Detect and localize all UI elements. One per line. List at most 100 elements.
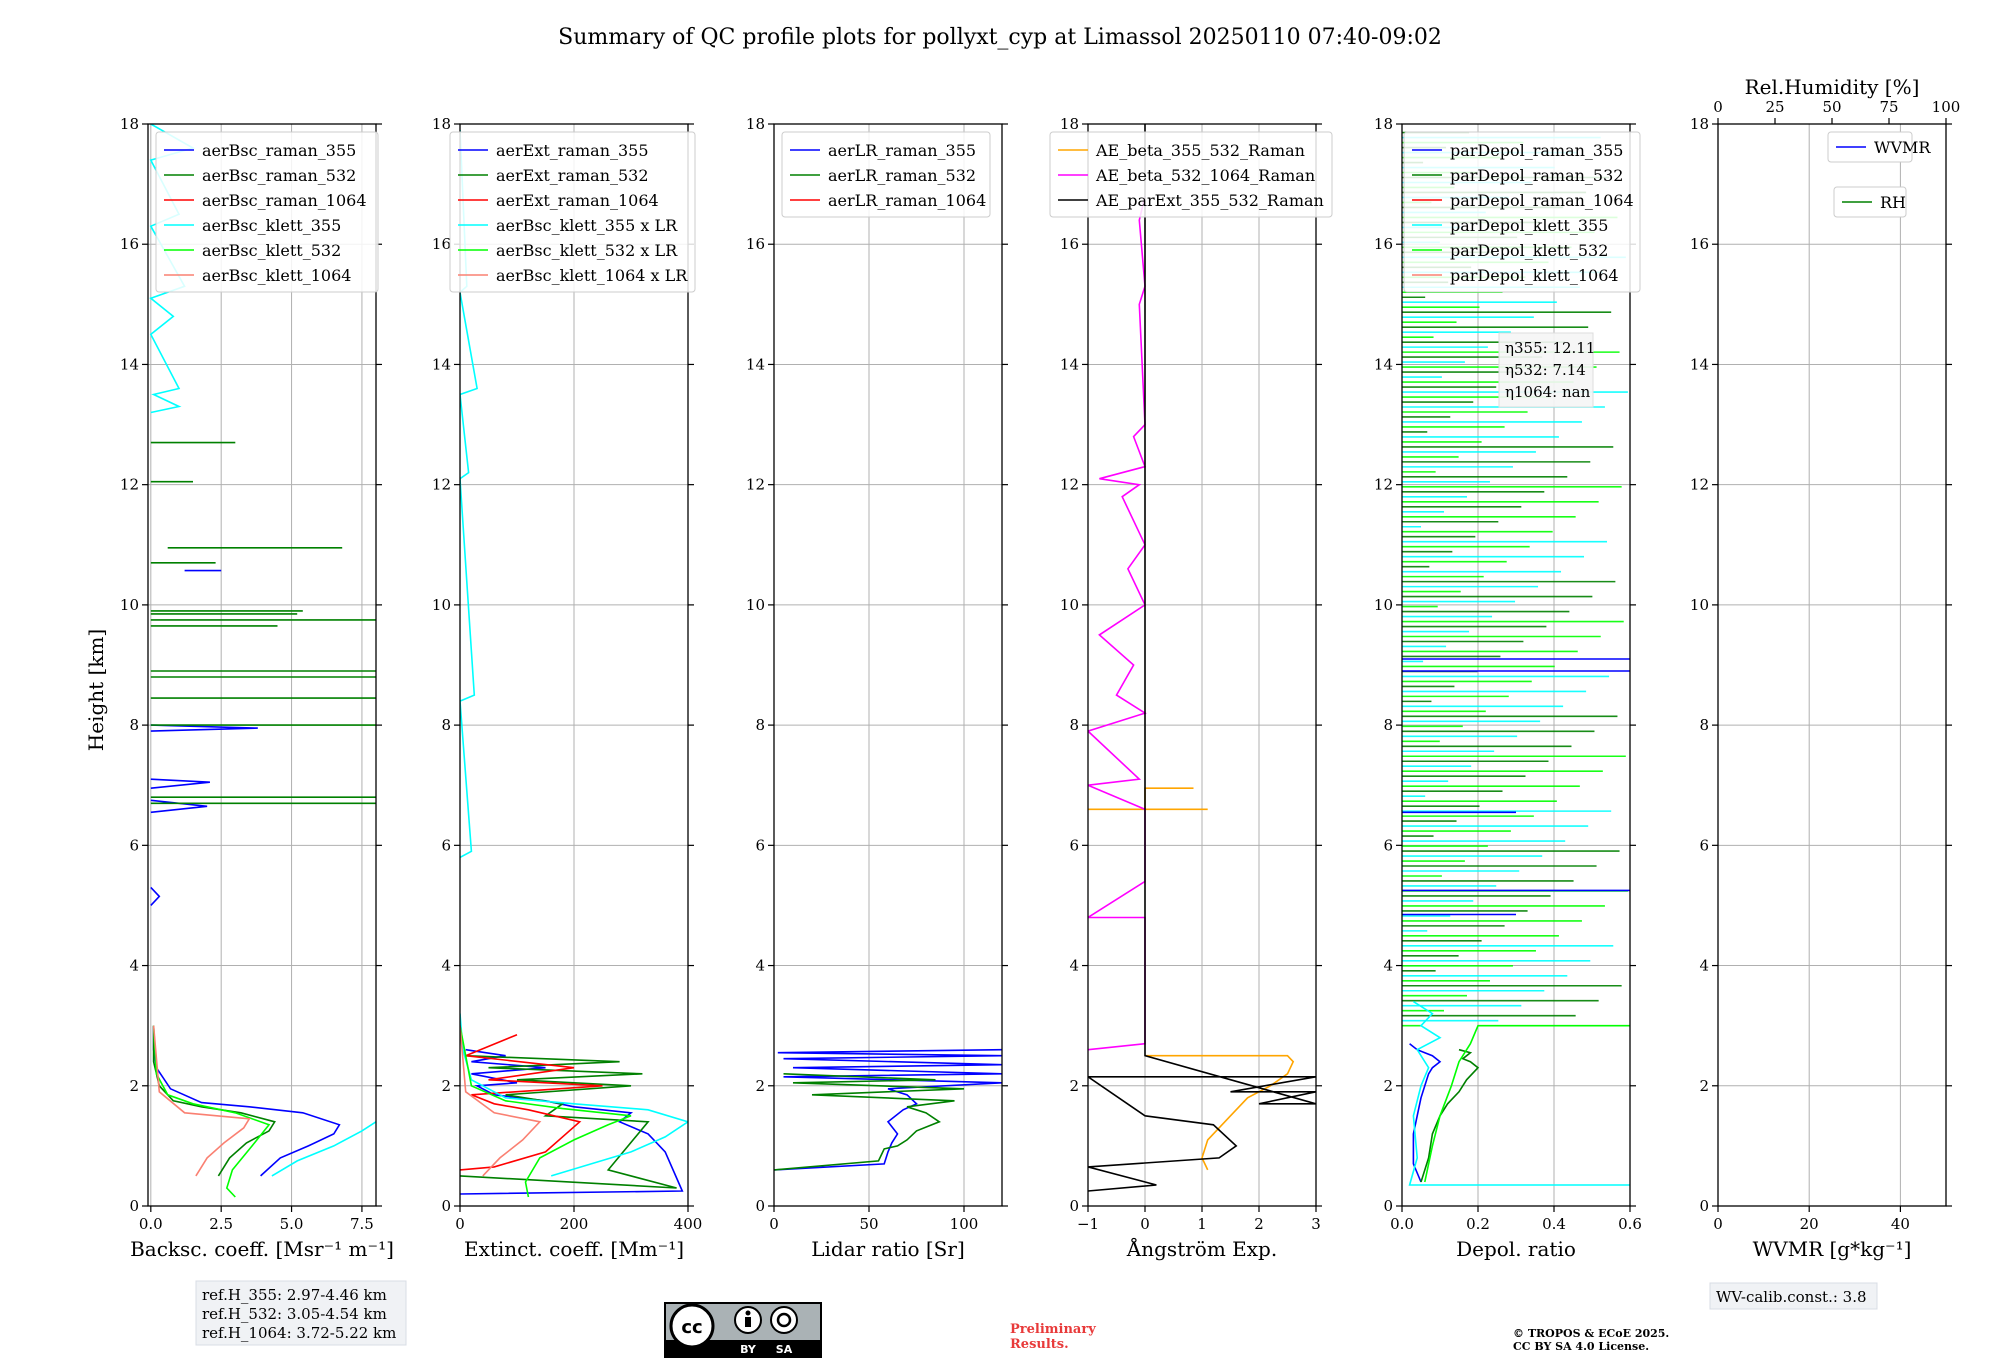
series-line-aerbsc-klett-532-x-lr: [460, 1025, 632, 1198]
series-line-aerbsc-klett-355: [149, 124, 196, 414]
y-tick-label: 4: [1383, 957, 1393, 975]
y-tick-label: 0: [1383, 1197, 1393, 1215]
legend-label: aerBsc_raman_1064: [202, 191, 367, 210]
y-tick-label: 14: [432, 355, 451, 373]
legend-label: aerLR_raman_1064: [828, 191, 986, 210]
series-line-aerlr-raman-355: [774, 1048, 1002, 1171]
top-x-tick-label: 25: [1765, 98, 1784, 116]
x-tick-label: 0: [455, 1215, 465, 1233]
series-line-ae-beta-355-532-raman: [1145, 1054, 1295, 1171]
y-tick-label: 14: [1690, 355, 1709, 373]
ref-height-box: ref.H_355: 2.97-4.46 km ref.H_532: 3.05-…: [195, 1280, 407, 1346]
y-tick-label: 12: [746, 476, 765, 494]
legend-label: aerBsc_klett_532: [202, 241, 341, 260]
copyright-line1: © TROPOS & ECoE 2025.: [1513, 1327, 1669, 1340]
y-tick-label: 0: [1069, 1197, 1079, 1215]
wv-calib-constant: WV-calib.const.: 3.8: [1716, 1288, 1867, 1306]
ref-height-532: ref.H_532: 3.05-4.54 km: [202, 1305, 387, 1323]
y-tick-label: 12: [1374, 476, 1393, 494]
legend-label: aerBsc_klett_532 x LR: [496, 241, 678, 260]
x-tick-label: 1: [1197, 1215, 1207, 1233]
x-tick-label: 0.4: [1542, 1215, 1566, 1233]
y-tick-label: 6: [1383, 836, 1393, 854]
x-axis-label: Depol. ratio: [1456, 1237, 1576, 1261]
legend-label: parDepol_klett_355: [1450, 216, 1608, 235]
y-tick-label: 10: [1374, 596, 1393, 614]
y-tick-label: 4: [1069, 957, 1079, 975]
x-tick-label: 50: [859, 1215, 878, 1233]
license-by-label: BY: [740, 1343, 757, 1356]
legend-box: parDepol_raman_355 parDepol_raman_532 parD…: [1403, 131, 1641, 293]
series-line-aerbsc-raman-355: [150, 886, 161, 906]
top-axis-label: Rel.Humidity [%]: [1745, 75, 1920, 99]
y-tick-label: 12: [1060, 476, 1079, 494]
x-tick-label: 0.0: [1390, 1215, 1414, 1233]
y-tick-label: 12: [120, 476, 139, 494]
legend-label: aerBsc_raman_532: [202, 166, 356, 185]
series-line-pardepol-klett-355: [1408, 1000, 1630, 1186]
legend-label: aerBsc_klett_355 x LR: [496, 216, 678, 235]
legend-label: aerBsc_klett_355: [202, 216, 341, 235]
legend-label: AE_beta_532_1064_Raman: [1095, 166, 1315, 185]
series-line-aerbsc-raman-532: [152, 1025, 276, 1177]
legend-label: aerBsc_klett_1064: [202, 266, 351, 285]
copyright-line2: CC BY SA 4.0 License.: [1513, 1340, 1649, 1353]
series-line-aerbsc-klett-1064: [152, 1025, 251, 1177]
series-group: [149, 124, 376, 1198]
legend-label: parDepol_raman_1064: [1450, 191, 1634, 210]
y-tick-label: 12: [432, 476, 451, 494]
ref-height-1064: ref.H_1064: 3.72-5.22 km: [202, 1324, 396, 1342]
y-tick-label: 0: [1699, 1197, 1709, 1215]
y-tick-label: 16: [746, 235, 765, 253]
x-tick-label: 40: [1891, 1215, 1910, 1233]
top-x-tick-label: 75: [1879, 98, 1898, 116]
y-tick-label: 4: [441, 957, 451, 975]
x-tick-label: 0: [1140, 1215, 1150, 1233]
y-tick-label: 2: [1383, 1077, 1393, 1095]
eta-annotation: η355: 12.11 η532: 7.14 η1064: nan: [1498, 332, 1595, 408]
series-line-pardepol-raman-532: [1420, 1048, 1480, 1183]
y-tick-label: 4: [755, 957, 765, 975]
y-tick-label: 8: [1383, 716, 1393, 734]
x-tick-label: 200: [560, 1215, 589, 1233]
x-axis-label: Ångström Exp.: [1126, 1236, 1277, 1261]
x-tick-label: 0.6: [1618, 1215, 1642, 1233]
axes-frame: [1717, 123, 1947, 1207]
y-tick-label: 10: [432, 596, 451, 614]
y-tick-label: 6: [129, 836, 139, 854]
y-tick-label: 8: [129, 716, 139, 734]
panel-6: 0 20 40 0 2 4 6 8 10 12 14 16 18 WVMR [g*kg⁻¹] Rel.Hum…: [1690, 75, 1960, 1261]
y-tick-label: 14: [1374, 355, 1393, 373]
series-group: [774, 1048, 1002, 1171]
legend-label: parDepol_klett_532: [1450, 241, 1608, 260]
y-tick-label: 0: [755, 1197, 765, 1215]
legend-frame: [1403, 131, 1641, 293]
y-tick-label: 18: [746, 115, 765, 133]
cc-license-badge: cc BY SA: [664, 1302, 822, 1358]
x-tick-label: 3: [1311, 1215, 1321, 1233]
x-axis-label: Extinct. coeff. [Mm⁻¹]: [464, 1237, 684, 1261]
y-tick-label: 14: [746, 355, 765, 373]
cc-icon: [669, 1303, 715, 1349]
x-tick-label: 0.2: [1466, 1215, 1490, 1233]
series-line-pardepol-raman-355: [1409, 1043, 1442, 1183]
y-tick-label: 16: [432, 235, 451, 253]
axes-frame: [147, 123, 377, 1207]
legend-box: aerBsc_raman_355 aerBsc_raman_532 aerBsc_r…: [155, 131, 379, 293]
panel-3: 0 50 100 0 2 4 6 8 10 12 14 16 18 Lidar ratio [Sr] aer…: [746, 115, 1008, 1261]
x-tick-label: 0.0: [139, 1215, 163, 1233]
y-axis-label: Height [km]: [84, 629, 108, 751]
legend-frame: [449, 131, 696, 293]
y-tick-label: 14: [120, 355, 139, 373]
y-tick-label: 18: [120, 115, 139, 133]
y-tick-label: 10: [746, 596, 765, 614]
series-line-aerbsc-klett-1064-x-lr: [460, 1025, 542, 1177]
axes-frame: [1401, 123, 1631, 1207]
y-tick-label: 18: [432, 115, 451, 133]
y-tick-label: 2: [129, 1077, 139, 1095]
annotation-frame: [1498, 332, 1594, 408]
legend-label: parDepol_raman_532: [1450, 166, 1623, 185]
y-tick-label: 16: [1060, 235, 1079, 253]
y-tick-label: 2: [1069, 1077, 1079, 1095]
